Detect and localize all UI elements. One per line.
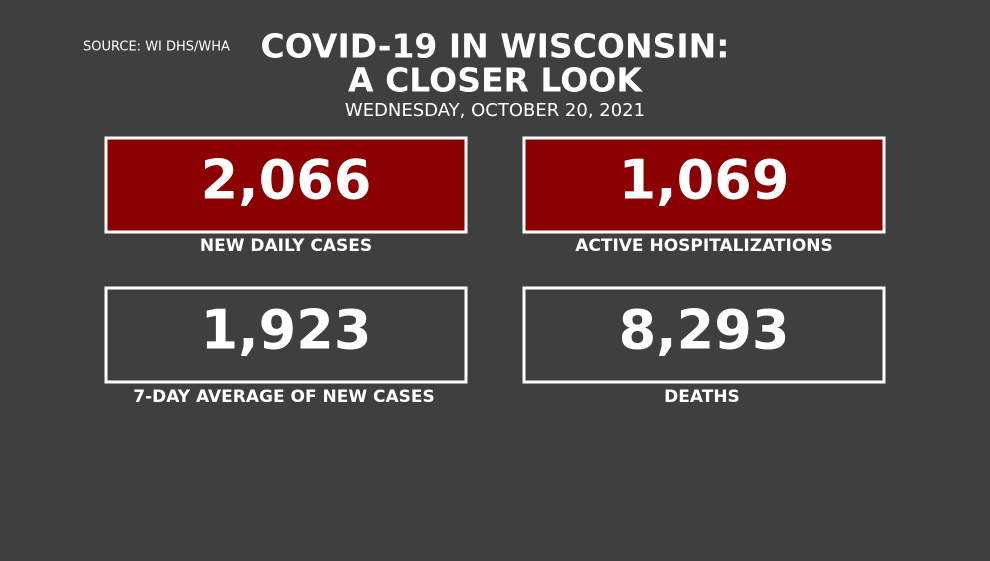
stat-value: 1,069	[619, 149, 790, 212]
stat-label: DEATHS	[664, 387, 740, 407]
stat-box	[522, 286, 886, 384]
stat-box	[104, 286, 468, 384]
source: SOURCE: WI DHS/WHA	[83, 40, 230, 55]
stat-label: ACTIVE HOSPITALIZATIONS	[575, 236, 833, 256]
stat-label: NEW DAILY CASES	[200, 236, 372, 256]
stat-value: 2,066	[201, 149, 372, 212]
title: A CLOSER LOOK	[348, 61, 643, 100]
stat-value: 8,293	[619, 299, 790, 362]
title: COVID-19 IN WISCONSIN:	[261, 27, 730, 66]
stat-box	[104, 136, 468, 234]
date: WEDNESDAY, OCTOBER 20, 2021	[345, 100, 645, 121]
stat-box	[522, 136, 886, 234]
stat-value: 1,923	[201, 299, 372, 362]
stat-label: 7-DAY AVERAGE OF NEW CASES	[133, 387, 434, 407]
